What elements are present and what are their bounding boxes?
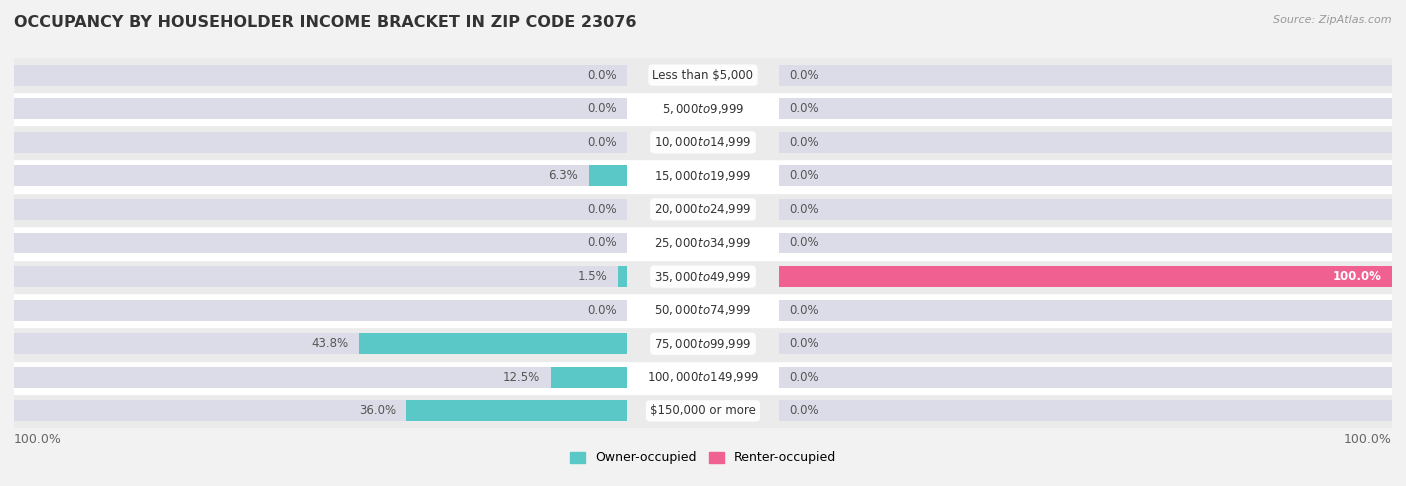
Text: 12.5%: 12.5% xyxy=(503,371,540,384)
Bar xyxy=(779,65,1392,86)
Text: 0.0%: 0.0% xyxy=(789,337,818,350)
Text: OCCUPANCY BY HOUSEHOLDER INCOME BRACKET IN ZIP CODE 23076: OCCUPANCY BY HOUSEHOLDER INCOME BRACKET … xyxy=(14,15,637,30)
Text: 0.0%: 0.0% xyxy=(789,404,818,417)
Bar xyxy=(14,132,627,153)
Bar xyxy=(14,226,1392,260)
Text: 0.0%: 0.0% xyxy=(588,69,617,82)
Bar xyxy=(14,92,1392,125)
Text: $15,000 to $19,999: $15,000 to $19,999 xyxy=(654,169,752,183)
Bar xyxy=(14,58,1392,92)
Bar xyxy=(779,300,1392,321)
Text: 100.0%: 100.0% xyxy=(1344,433,1392,446)
Text: 6.3%: 6.3% xyxy=(548,169,578,182)
Text: 0.0%: 0.0% xyxy=(789,169,818,182)
Bar xyxy=(589,165,627,186)
Text: $150,000 or more: $150,000 or more xyxy=(650,404,756,417)
Text: 100.0%: 100.0% xyxy=(1333,270,1382,283)
Bar xyxy=(14,400,627,421)
Text: 0.0%: 0.0% xyxy=(588,237,617,249)
Text: $25,000 to $34,999: $25,000 to $34,999 xyxy=(654,236,752,250)
Bar xyxy=(779,233,1392,253)
Bar xyxy=(779,98,1392,119)
Text: 100.0%: 100.0% xyxy=(14,433,62,446)
Text: 1.5%: 1.5% xyxy=(578,270,607,283)
Bar xyxy=(551,367,627,388)
Text: 0.0%: 0.0% xyxy=(588,102,617,115)
Text: $5,000 to $9,999: $5,000 to $9,999 xyxy=(662,102,744,116)
Text: $10,000 to $14,999: $10,000 to $14,999 xyxy=(654,135,752,149)
Text: $50,000 to $74,999: $50,000 to $74,999 xyxy=(654,303,752,317)
Bar xyxy=(14,294,1392,327)
Text: 0.0%: 0.0% xyxy=(789,203,818,216)
Text: 0.0%: 0.0% xyxy=(588,136,617,149)
Text: 0.0%: 0.0% xyxy=(588,304,617,317)
Bar xyxy=(14,192,1392,226)
Bar xyxy=(14,327,1392,361)
Bar xyxy=(14,300,627,321)
Bar xyxy=(14,165,627,186)
Bar xyxy=(779,367,1392,388)
Bar xyxy=(14,394,1392,428)
Bar xyxy=(14,159,1392,192)
Bar xyxy=(779,199,1392,220)
Text: Less than $5,000: Less than $5,000 xyxy=(652,69,754,82)
Bar xyxy=(14,199,627,220)
Text: 43.8%: 43.8% xyxy=(311,337,349,350)
Text: 0.0%: 0.0% xyxy=(789,69,818,82)
Bar xyxy=(406,400,627,421)
Text: 36.0%: 36.0% xyxy=(359,404,396,417)
Bar xyxy=(619,266,627,287)
Text: 0.0%: 0.0% xyxy=(789,237,818,249)
Bar xyxy=(779,400,1392,421)
Bar xyxy=(14,260,1392,294)
Text: 0.0%: 0.0% xyxy=(789,102,818,115)
Bar xyxy=(359,333,627,354)
Bar xyxy=(14,98,627,119)
Bar xyxy=(14,65,627,86)
Text: $100,000 to $149,999: $100,000 to $149,999 xyxy=(647,370,759,384)
Bar xyxy=(779,165,1392,186)
Bar xyxy=(779,266,1392,287)
Bar xyxy=(14,233,627,253)
Legend: Owner-occupied, Renter-occupied: Owner-occupied, Renter-occupied xyxy=(565,447,841,469)
Bar xyxy=(779,333,1392,354)
Bar xyxy=(14,367,627,388)
Text: 0.0%: 0.0% xyxy=(789,136,818,149)
Text: Source: ZipAtlas.com: Source: ZipAtlas.com xyxy=(1274,15,1392,25)
Bar xyxy=(14,125,1392,159)
Bar xyxy=(14,361,1392,394)
Bar xyxy=(14,333,627,354)
Bar xyxy=(779,266,1392,287)
Text: 0.0%: 0.0% xyxy=(789,371,818,384)
Text: 0.0%: 0.0% xyxy=(789,304,818,317)
Bar xyxy=(779,132,1392,153)
Text: $20,000 to $24,999: $20,000 to $24,999 xyxy=(654,203,752,216)
Text: $75,000 to $99,999: $75,000 to $99,999 xyxy=(654,337,752,351)
Text: $35,000 to $49,999: $35,000 to $49,999 xyxy=(654,270,752,283)
Text: 0.0%: 0.0% xyxy=(588,203,617,216)
Bar xyxy=(14,266,627,287)
